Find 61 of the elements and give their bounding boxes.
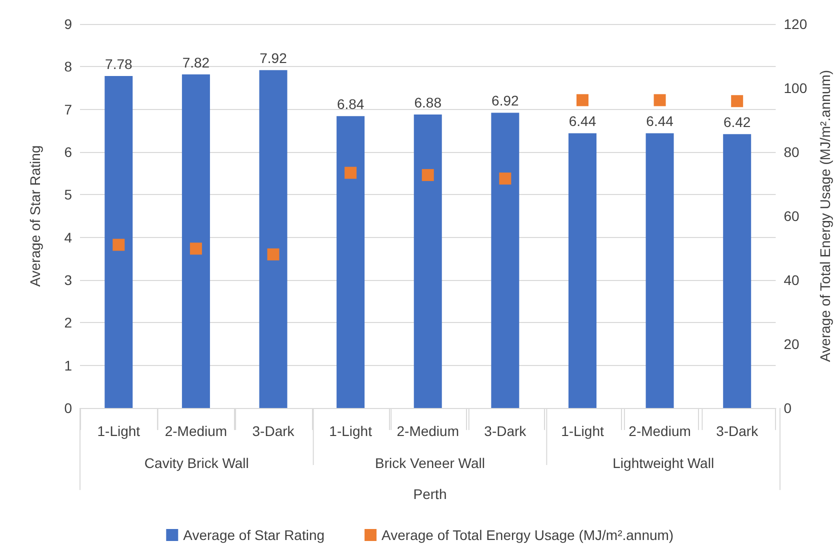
y-tick-label: 1 xyxy=(64,357,72,374)
y2-tick-label: 40 xyxy=(784,272,800,288)
x-tick-label: 3-Dark xyxy=(252,423,296,439)
y-tick-label: 6 xyxy=(64,144,72,160)
x-tick-label: 1-Light xyxy=(329,423,372,439)
x-tick-label: 3-Dark xyxy=(716,423,760,439)
data-label: 6.44 xyxy=(568,113,596,130)
x-tick-label: 2-Medium xyxy=(628,423,691,439)
y2-tick-label: 80 xyxy=(784,144,800,160)
y-axis-title: Average of Star Rating xyxy=(27,145,43,287)
point xyxy=(499,172,512,185)
y-tick-label: 3 xyxy=(64,272,72,288)
data-label: 6.92 xyxy=(492,92,520,109)
bar xyxy=(646,133,674,408)
y-tick-label: 9 xyxy=(64,16,72,32)
data-label: 6.88 xyxy=(414,94,442,110)
y2-axis-title: Average of Total Energy Usage (MJ/m².annum) xyxy=(817,70,833,362)
bar xyxy=(723,134,752,408)
y-tick-label: 8 xyxy=(64,58,72,75)
text: Brick Veneer Wall xyxy=(375,455,485,471)
point xyxy=(576,94,588,106)
x-tick-label: 3-Dark xyxy=(484,423,528,439)
y-tick-label: 4 xyxy=(64,229,72,246)
text: Perth xyxy=(413,486,447,502)
y-tick-label: 5 xyxy=(64,186,72,203)
legend-label: Average of Total Energy Usage (MJ/m².annum) xyxy=(382,527,674,543)
legend-label: Average of Star Rating xyxy=(183,527,325,543)
y2-tick-label: 0 xyxy=(784,400,792,416)
text: Lightweight Wall xyxy=(612,455,714,471)
bar xyxy=(104,76,133,408)
point xyxy=(344,166,357,179)
data-label: 7.92 xyxy=(260,50,288,66)
data-label: 6.42 xyxy=(723,114,751,130)
point xyxy=(654,94,666,106)
text: Cavity Brick Wall xyxy=(144,455,249,471)
y-tick-label: 0 xyxy=(64,400,72,416)
x-tick-label: 1-Light xyxy=(97,423,140,439)
bar xyxy=(182,74,210,408)
point xyxy=(731,95,744,108)
y2-tick-label: 120 xyxy=(784,16,808,32)
x-tick-label: 2-Medium xyxy=(396,423,459,439)
bar xyxy=(414,114,442,408)
data-label: 6.84 xyxy=(336,96,364,112)
bar xyxy=(259,70,288,408)
point xyxy=(112,238,125,251)
y-tick-label: 7 xyxy=(64,101,72,118)
data-label: 6.44 xyxy=(646,113,674,130)
y2-tick-label: 100 xyxy=(784,80,808,96)
data-label: 7.82 xyxy=(182,54,210,70)
bar xyxy=(336,116,365,408)
point xyxy=(267,248,280,260)
data-label: 7.78 xyxy=(105,56,132,72)
point xyxy=(190,242,202,255)
point xyxy=(422,169,434,182)
y-tick-label: 2 xyxy=(64,314,72,331)
bar xyxy=(568,133,596,408)
x-tick-label: 2-Medium xyxy=(164,423,228,439)
x-tick-label: 1-Light xyxy=(561,423,604,439)
y2-tick-label: 60 xyxy=(784,208,800,224)
bar xyxy=(491,112,520,408)
y2-tick-label: 20 xyxy=(784,336,800,352)
